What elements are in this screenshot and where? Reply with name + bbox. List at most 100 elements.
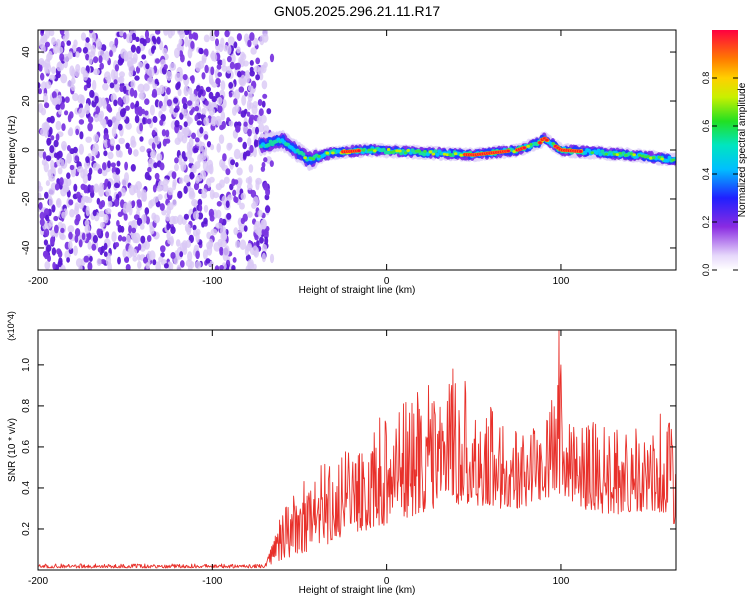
noise-blob [89, 89, 95, 98]
noise-blob [220, 37, 225, 48]
noise-blob [58, 257, 63, 265]
noise-blob [163, 263, 169, 269]
noise-blob [228, 82, 234, 89]
noise-blob [104, 50, 110, 62]
noise-blob [232, 189, 237, 197]
noise-blob [244, 90, 248, 97]
noise-blob [201, 188, 208, 195]
noise-blob [111, 115, 118, 124]
noise-blob [162, 47, 168, 55]
noise-blob [182, 103, 188, 110]
noise-blob [205, 258, 211, 264]
noise-blob [163, 30, 169, 36]
noise-blob [174, 120, 180, 128]
noise-blob [44, 81, 52, 89]
noise-blob [134, 75, 140, 81]
noise-blob [260, 64, 267, 74]
noise-blob [143, 256, 148, 264]
noise-blob [211, 96, 217, 103]
noise-blob [78, 119, 85, 125]
noise-blob [227, 194, 233, 201]
snr-y-tick-label: 0.6 [21, 440, 32, 454]
noise-blob [180, 161, 187, 172]
noise-blob [74, 69, 80, 78]
noise-blob [115, 144, 121, 151]
noise-blob [43, 239, 49, 246]
noise-blob [40, 72, 45, 81]
noise-blob [85, 37, 90, 43]
noise-blob [135, 100, 140, 108]
noise-blob [181, 96, 188, 105]
noise-blob [209, 215, 215, 222]
noise-blob [228, 120, 234, 127]
noise-blob [194, 114, 199, 122]
noise-blob [202, 249, 208, 260]
noise-blob [210, 116, 217, 127]
signal-core [615, 153, 620, 157]
noise-blob [45, 155, 52, 162]
noise-blob [99, 221, 105, 228]
colorbar-tick-label: 0.4 [701, 168, 711, 181]
noise-blob [145, 262, 151, 270]
noise-blob [165, 70, 173, 81]
noise-blob [144, 110, 149, 116]
noise-blob [78, 239, 83, 248]
noise-blob [67, 145, 71, 152]
noise-blob [159, 84, 165, 95]
noise-blob [208, 107, 216, 116]
noise-blob [250, 189, 257, 198]
noise-blob [79, 131, 84, 140]
noise-blob [74, 218, 80, 226]
noise-blob [210, 228, 218, 236]
noise-blob [119, 85, 125, 93]
noise-blob [262, 93, 268, 99]
noise-blob [81, 232, 86, 241]
noise-blob [210, 66, 215, 76]
noise-blob [238, 86, 245, 93]
signal-core [637, 153, 642, 157]
noise-blob [48, 197, 54, 207]
noise-blob [105, 255, 112, 267]
signal-inner [447, 150, 451, 155]
noise-blob [123, 32, 127, 40]
signal-core [671, 158, 675, 162]
noise-blob [202, 160, 209, 172]
noise-blob [119, 71, 125, 78]
noise-blob [87, 232, 92, 241]
signal-core [618, 151, 622, 155]
noise-blob [113, 99, 118, 107]
noise-blob [243, 108, 248, 115]
snr-panel: -200 -100 0 100 0.2 0.4 0.6 0.8 1.0 Height of s… [6, 311, 677, 596]
noise-blob [46, 138, 52, 145]
noise-blob [147, 77, 154, 85]
signal-core [417, 149, 422, 153]
noise-blob [74, 205, 79, 216]
noise-blob [220, 239, 227, 248]
noise-blob [178, 38, 183, 46]
noise-blob [75, 128, 80, 136]
noise-blob [50, 229, 56, 238]
noise-blob [252, 196, 259, 207]
noise-blob [96, 228, 102, 237]
noise-blob [178, 177, 184, 185]
signal-core [431, 152, 436, 156]
noise-blob [160, 114, 166, 122]
noise-blob [113, 198, 120, 207]
noise-blob [255, 57, 261, 65]
noise-blob [128, 225, 132, 234]
noise-blob [163, 64, 168, 70]
signal-peak-red [538, 141, 542, 145]
noise-blob [172, 182, 177, 191]
noise-blob [242, 141, 247, 150]
noise-blob [114, 64, 119, 72]
noise-blob [46, 244, 52, 252]
noise-blob [102, 162, 107, 171]
noise-blob [61, 211, 67, 219]
noise-blob [208, 208, 215, 218]
noise-blob [100, 44, 107, 52]
noise-blob [62, 53, 70, 63]
noise-blob [177, 88, 182, 97]
noise-blob [260, 166, 266, 172]
noise-blob [62, 35, 68, 43]
noise-blob [136, 189, 142, 199]
